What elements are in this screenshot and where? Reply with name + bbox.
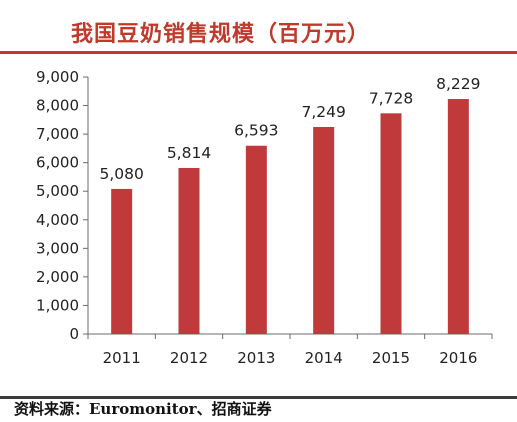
x-tick-label-2013: 2013 [237,349,275,367]
y-axis: 0 1,000 2,000 3,000 4,000 5,000 6,000 7,000 8,00… [36,68,89,343]
y-tick-label: 6,000 [36,154,79,172]
y-tick-label: 3,000 [36,239,79,257]
chart-title: 我国豆奶销售规模（百万元） [71,21,371,47]
footer-divider [0,396,517,399]
y-tick-label: 5,000 [36,182,79,200]
bar-chart: 0 1,000 2,000 3,000 4,000 5,000 6,000 7,000 8,00… [36,68,493,367]
x-axis: 2011 2012 2013 2014 2015 2016 [87,333,493,367]
y-tick-label: 4,000 [36,211,79,229]
y-tick-label: 2,000 [36,268,79,286]
x-tick-label-2015: 2015 [372,349,410,367]
y-tick-label: 9,000 [36,68,79,86]
title-underline [0,51,517,54]
bar-2014 [313,127,335,334]
data-labels: 5,080 5,814 6,593 7,249 7,728 8,229 [99,75,480,183]
y-tick-label: 0 [69,325,79,343]
bar-2012 [178,167,200,334]
chart-header: 我国豆奶销售规模（百万元） [0,0,517,58]
y-tick-label: 8,000 [36,97,79,115]
data-label-2012: 5,814 [167,144,211,162]
bar-2015 [380,113,402,334]
x-tick-label-2016: 2016 [439,349,477,367]
source-note: 资料来源：Euromonitor、招商证券 [14,400,272,418]
data-label-2011: 5,080 [99,165,143,183]
y-tick-label: 7,000 [36,125,79,143]
bar-2013 [245,145,267,334]
data-label-2013: 6,593 [234,122,278,140]
data-label-2015: 7,728 [369,89,413,107]
x-tick-label-2011: 2011 [103,349,141,367]
bar-2016 [447,99,469,335]
data-label-2016: 8,229 [436,75,480,93]
x-tick-label-2014: 2014 [305,349,343,367]
bars [111,99,469,335]
x-tick-label-2012: 2012 [170,349,208,367]
y-tick-label: 1,000 [36,296,79,314]
bar-2011 [111,188,133,334]
data-label-2014: 7,249 [301,103,345,121]
